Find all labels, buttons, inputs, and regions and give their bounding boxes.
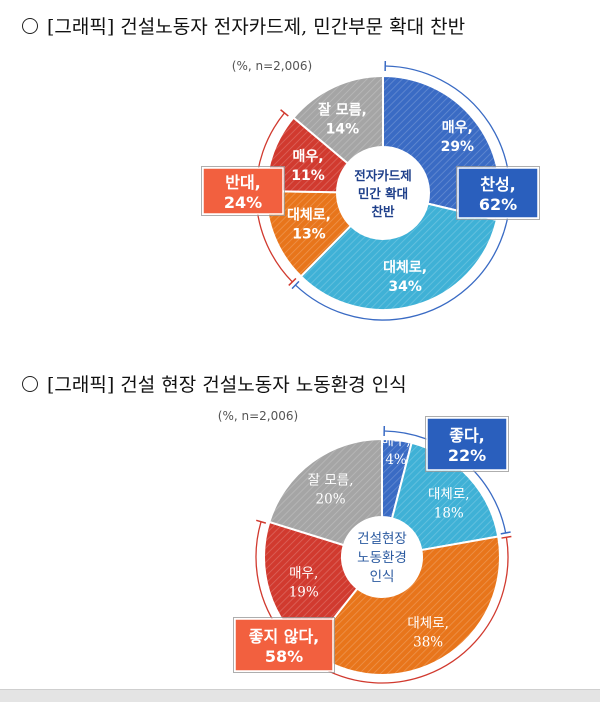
center-label: 찬반 [371, 204, 395, 219]
circle-bullet-icon [22, 376, 38, 392]
group-label: 좋다, [449, 426, 485, 445]
group-bracket-tick [256, 519, 267, 524]
group-value: 24% [224, 193, 262, 212]
sample-size-note: (%, n=2,006) [218, 409, 298, 423]
slice-value: 18% [434, 506, 464, 522]
group-value: 58% [265, 647, 303, 666]
donut-center [345, 520, 419, 594]
slice-value: 19% [289, 584, 319, 600]
pie-slice [390, 441, 500, 552]
group-bracket-tick [501, 535, 512, 539]
group-label: 찬성, [480, 175, 516, 194]
slice-label: 잘 모름, [318, 103, 367, 119]
group-label: 반대, [225, 173, 261, 192]
window-scrollbar[interactable] [0, 689, 600, 702]
chart1-heading: [그래픽] 건설노동자 전자카드제, 민간부문 확대 찬반 [22, 12, 465, 39]
group-bracket-tick [280, 109, 289, 117]
group-bracket-tick [500, 531, 511, 535]
group-bracket [295, 65, 511, 321]
slice-value: 20% [316, 492, 346, 508]
slice-value: 13% [292, 226, 326, 242]
group-box [234, 618, 334, 672]
group-value: 62% [479, 195, 517, 214]
slice-label: 대체로, [287, 207, 331, 223]
pie-slice [381, 437, 413, 520]
center-label: 건설현장 [357, 531, 407, 547]
slice-label: 매우, [293, 149, 324, 165]
slice-label: 매우, [442, 120, 473, 136]
slice-label: 매우, [289, 565, 318, 581]
slice-value: 38% [413, 634, 443, 650]
center-label: 인식 [370, 569, 395, 585]
group-bracket-tick [291, 280, 300, 290]
pie-slice [299, 202, 499, 311]
group-box [202, 167, 284, 215]
slice-value: 14% [326, 122, 360, 138]
group-bracket [255, 521, 509, 684]
group-box [426, 417, 508, 471]
group-box [457, 167, 539, 219]
donut-center [340, 150, 426, 236]
slice-value: 11% [291, 168, 325, 184]
slice-value: 29% [441, 139, 475, 155]
slice-label: 잘 모름, [308, 473, 354, 489]
pie-slice [265, 190, 353, 278]
chart1-svg: (%, n=2,006) 매우, 29% 대체로, 34% 대체로, 13% 매우, 11% 잘 … [201, 59, 540, 321]
group-label: 좋지 않다, [249, 627, 320, 646]
sample-size-note: (%, n=2,006) [232, 59, 312, 73]
slice-label: 대체로, [407, 615, 449, 631]
group-bracket-tick [288, 277, 297, 286]
center-label: 노동환경 [357, 550, 407, 566]
slice-value: 4% [385, 452, 407, 468]
group-value: 22% [448, 446, 486, 465]
center-label: 민간 확대 [358, 186, 408, 201]
slice-value: 34% [388, 279, 422, 295]
circle-bullet-icon [22, 18, 38, 34]
slice-label: 매우, [381, 433, 410, 449]
pie-slice [268, 437, 383, 547]
slice-label: 대체로, [428, 487, 470, 503]
slice-label: 대체로, [383, 260, 427, 276]
pie-slice [292, 74, 384, 165]
chart2-heading: [그래픽] 건설 현장 건설노동자 노동환경 인식 [22, 370, 407, 397]
center-label: 전자카드제 [354, 168, 412, 183]
pie-slice [307, 535, 501, 676]
